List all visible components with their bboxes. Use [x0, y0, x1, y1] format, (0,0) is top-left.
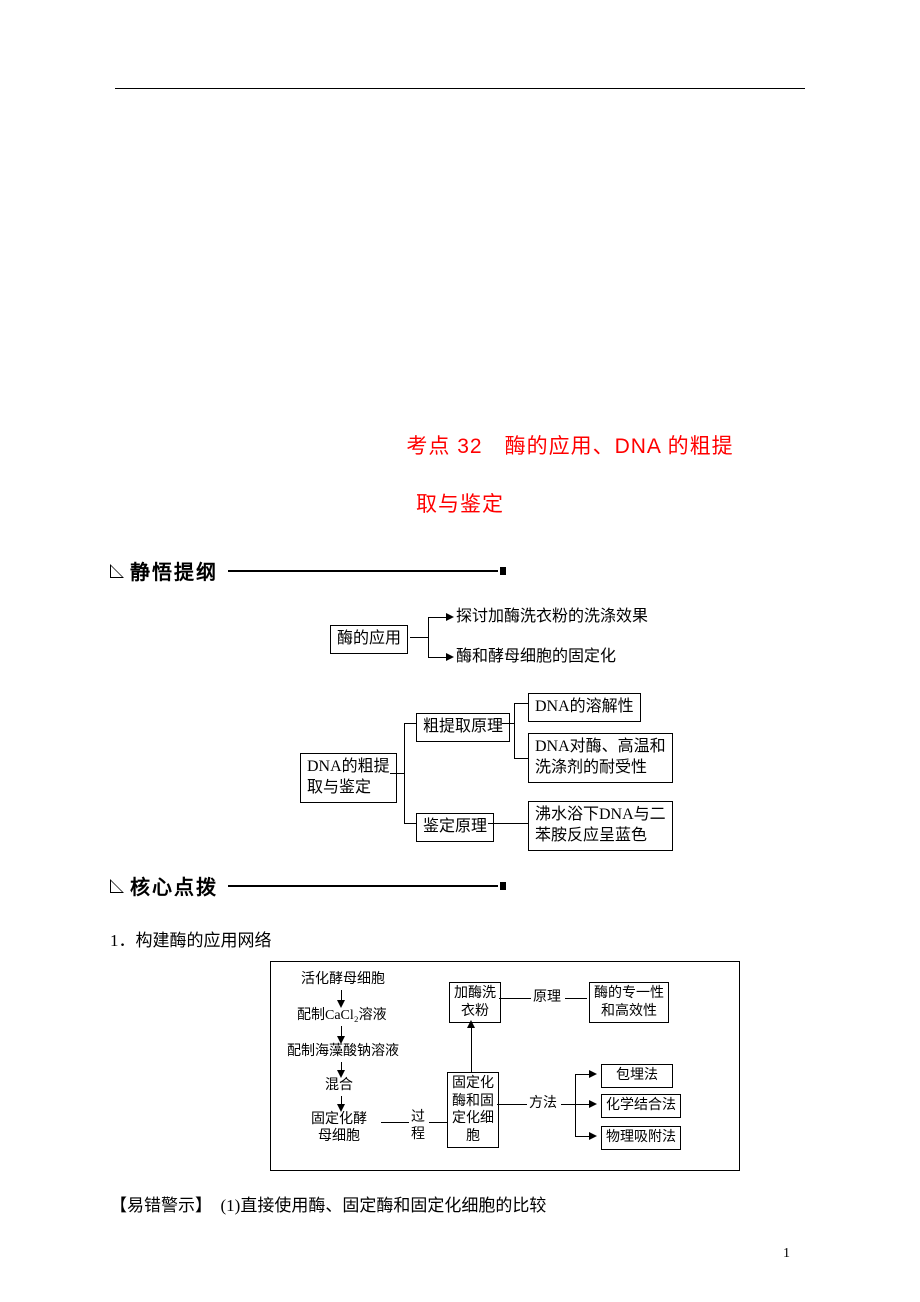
section-header-core: 核心点拨 — [110, 871, 810, 900]
d2-mid-top: 加酶洗 衣粉 — [449, 982, 501, 1023]
d2-s4: 混合 — [325, 1078, 353, 1095]
d2-principle-label: 原理 — [533, 990, 561, 1007]
diagram-outline: 酶的应用 探讨加酶洗衣粉的洗涤效果 酶和酵母细胞的固定化 DNA的粗提 取与鉴定… — [220, 603, 700, 843]
d1-r1: 探讨加酶洗衣粉的洗涤效果 — [456, 607, 648, 628]
d1-identify: 鉴定原理 — [416, 813, 494, 842]
d1-crude: 粗提取原理 — [416, 713, 510, 742]
section2-label: 核心点拨 — [130, 871, 218, 900]
diagram-network: 活化酵母细胞 配制CaCl₂溶液 配制海藻酸钠溶液 混合 固定化酵 母细胞 过 … — [270, 961, 740, 1171]
warning-text: 【易错警示】 (1)直接使用酶、固定酶和固定化细胞的比较 — [110, 1191, 810, 1216]
d2-method-label: 方法 — [529, 1096, 557, 1113]
d2-s3: 配制海藻酸钠溶液 — [287, 1044, 399, 1061]
section-rule — [228, 885, 498, 887]
d2-s2: 配制CaCl₂溶液 — [297, 1008, 387, 1025]
section-header-outline: 静悟提纲 — [110, 556, 810, 585]
d1-dna-blue: 沸水浴下DNA与二 苯胺反应呈蓝色 — [528, 801, 673, 851]
page-number: 1 — [783, 1246, 790, 1262]
d2-m1: 包埋法 — [601, 1064, 673, 1088]
title-block: 考点 32 酶的应用、DNA 的粗提 取与鉴定 — [110, 430, 810, 518]
d1-dna-box: DNA的粗提 取与鉴定 — [300, 753, 397, 803]
d2-m3: 物理吸附法 — [601, 1126, 681, 1150]
section-rule — [228, 570, 498, 572]
d1-r2: 酶和酵母细胞的固定化 — [456, 647, 616, 668]
body-item-1: 1．构建酶的应用网络 — [110, 926, 810, 951]
d1-enzyme-app: 酶的应用 — [330, 625, 408, 654]
triangle-icon — [110, 564, 124, 578]
d1-dna-sol: DNA的溶解性 — [528, 693, 641, 722]
d2-m2: 化学结合法 — [601, 1094, 681, 1118]
d2-s5: 固定化酵 母细胞 — [311, 1112, 367, 1146]
d1-dna-resist: DNA对酶、高温和 洗涤剂的耐受性 — [528, 733, 673, 783]
title-line2: 取与鉴定 — [110, 488, 810, 518]
d2-principle: 酶的专一性 和高效性 — [589, 982, 669, 1023]
d2-s1: 活化酵母细胞 — [301, 972, 385, 989]
title-line1: 考点 32 酶的应用、DNA 的粗提 — [330, 430, 810, 460]
d2-process: 过 程 — [411, 1110, 425, 1144]
section1-label: 静悟提纲 — [130, 556, 218, 585]
d2-mid-bottom: 固定化 酶和固 定化细 胞 — [447, 1072, 499, 1148]
top-rule — [115, 88, 805, 89]
triangle-icon — [110, 879, 124, 893]
